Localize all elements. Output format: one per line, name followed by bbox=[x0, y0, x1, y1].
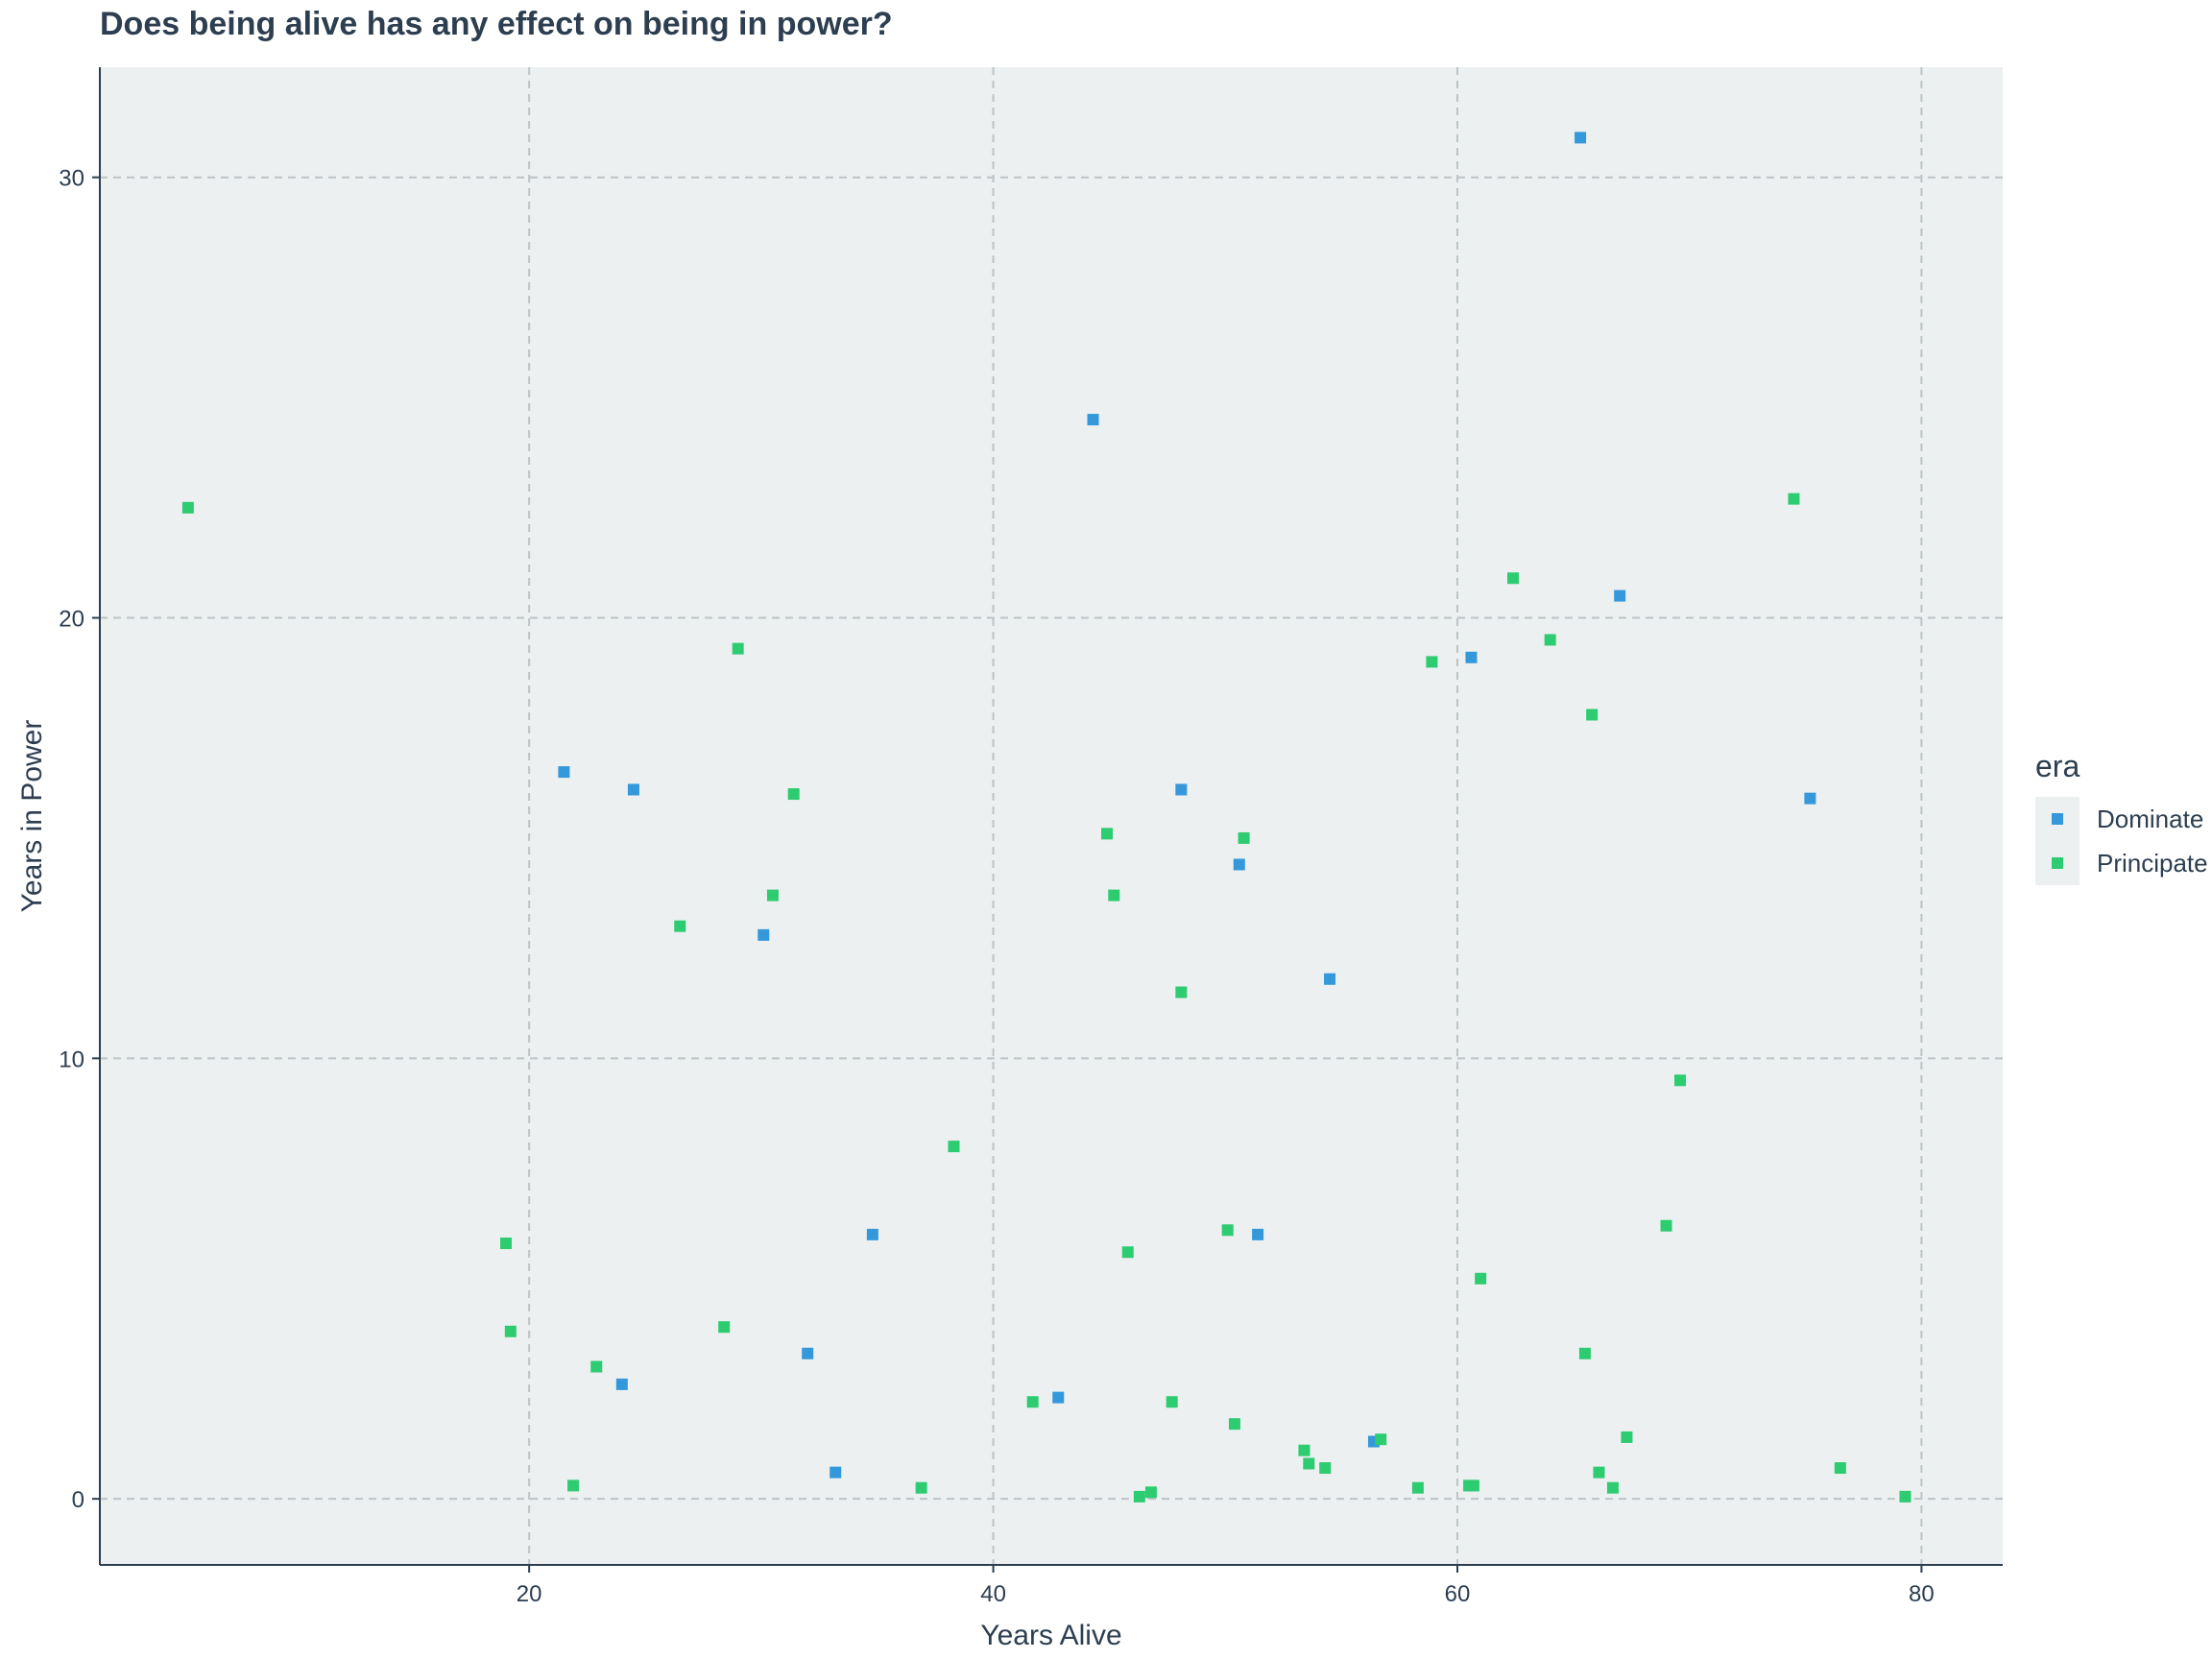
y-tick-label: 20 bbox=[59, 607, 84, 633]
data-points bbox=[181, 132, 1911, 1503]
data-point-principate bbox=[948, 1141, 960, 1153]
data-point-principate bbox=[1467, 1479, 1479, 1492]
data-point-dominate bbox=[1175, 783, 1188, 796]
legend-marker-principate bbox=[2052, 857, 2063, 869]
data-point-dominate bbox=[1233, 858, 1245, 871]
legend-key-dominate bbox=[2035, 797, 2080, 841]
data-point-principate bbox=[1303, 1457, 1315, 1470]
data-point-principate bbox=[1319, 1462, 1332, 1475]
data-point-dominate bbox=[757, 928, 770, 941]
x-axis-label: Years Alive bbox=[980, 1620, 1121, 1651]
legend-key-principate bbox=[2035, 841, 2080, 885]
data-point-principate bbox=[1144, 1486, 1157, 1499]
data-point-dominate bbox=[1087, 414, 1099, 426]
data-point-principate bbox=[1108, 889, 1120, 902]
data-point-dominate bbox=[1252, 1228, 1264, 1240]
data-point-dominate bbox=[1324, 973, 1336, 985]
data-point-dominate bbox=[1575, 132, 1587, 144]
data-point-principate bbox=[732, 642, 744, 655]
data-point-principate bbox=[1586, 709, 1599, 721]
data-point-dominate bbox=[1804, 792, 1816, 805]
x-axis-ticks: 20 40 60 80 bbox=[517, 1565, 1935, 1607]
data-point-principate bbox=[1660, 1219, 1672, 1232]
data-point-principate bbox=[1475, 1272, 1487, 1285]
data-point-principate bbox=[181, 501, 194, 514]
data-point-principate bbox=[787, 788, 800, 801]
legend-title: era bbox=[2035, 749, 2080, 783]
legend-label-principate: Principate bbox=[2097, 848, 2208, 878]
data-point-principate bbox=[1375, 1433, 1387, 1446]
data-point-principate bbox=[1133, 1490, 1145, 1503]
data-point-principate bbox=[567, 1479, 580, 1492]
data-point-principate bbox=[1221, 1224, 1234, 1237]
data-point-principate bbox=[1426, 656, 1438, 668]
data-point-dominate bbox=[830, 1466, 842, 1479]
y-axis-label: Years in Power bbox=[16, 720, 48, 913]
data-point-dominate bbox=[627, 783, 639, 796]
data-point-principate bbox=[1026, 1396, 1039, 1408]
data-point-principate bbox=[1834, 1462, 1846, 1475]
data-point-principate bbox=[1228, 1418, 1240, 1431]
data-point-principate bbox=[1674, 1074, 1687, 1087]
grid-lines bbox=[100, 67, 2003, 1565]
data-point-principate bbox=[718, 1321, 731, 1334]
y-tick-label: 10 bbox=[59, 1046, 84, 1072]
y-axis-ticks: 0 10 20 30 bbox=[59, 166, 100, 1513]
data-point-principate bbox=[766, 889, 779, 902]
x-tick-label: 40 bbox=[980, 1581, 1006, 1607]
data-point-dominate bbox=[558, 766, 570, 779]
y-tick-label: 30 bbox=[59, 166, 84, 192]
plot-panel bbox=[100, 67, 2003, 1565]
data-point-principate bbox=[1899, 1490, 1911, 1503]
data-point-principate bbox=[1166, 1396, 1178, 1408]
data-point-principate bbox=[1578, 1347, 1591, 1359]
data-point-dominate bbox=[1465, 651, 1478, 663]
data-point-principate bbox=[1606, 1481, 1619, 1494]
legend-label-dominate: Dominate bbox=[2097, 804, 2204, 833]
data-point-principate bbox=[590, 1360, 603, 1373]
x-tick-label: 80 bbox=[1909, 1581, 1935, 1607]
legend-marker-dominate bbox=[2052, 813, 2063, 825]
legend-item-dominate: Dominate bbox=[2035, 797, 2203, 841]
data-point-principate bbox=[1788, 493, 1800, 505]
y-tick-label: 0 bbox=[72, 1487, 84, 1513]
data-point-dominate bbox=[615, 1378, 628, 1390]
data-point-principate bbox=[1544, 634, 1556, 646]
data-point-principate bbox=[1411, 1481, 1424, 1494]
data-point-principate bbox=[499, 1238, 512, 1250]
data-point-principate bbox=[915, 1481, 927, 1494]
data-point-principate bbox=[1121, 1246, 1134, 1259]
data-point-principate bbox=[1506, 572, 1519, 585]
data-point-principate bbox=[1621, 1431, 1633, 1443]
data-point-principate bbox=[1101, 828, 1114, 840]
data-point-principate bbox=[1298, 1444, 1310, 1456]
data-point-dominate bbox=[1614, 589, 1626, 602]
data-point-principate bbox=[1238, 831, 1250, 844]
data-point-principate bbox=[1593, 1466, 1605, 1479]
data-point-principate bbox=[1175, 986, 1188, 998]
data-point-dominate bbox=[802, 1347, 814, 1359]
data-point-dominate bbox=[866, 1228, 878, 1240]
data-point-principate bbox=[504, 1325, 517, 1337]
chart-title: Does being alive has any effect on being… bbox=[100, 6, 893, 42]
x-tick-label: 60 bbox=[1445, 1581, 1471, 1607]
data-point-dominate bbox=[1052, 1391, 1065, 1404]
x-tick-label: 20 bbox=[517, 1581, 542, 1607]
data-point-principate bbox=[674, 920, 686, 932]
legend-item-principate: Principate bbox=[2035, 841, 2208, 885]
